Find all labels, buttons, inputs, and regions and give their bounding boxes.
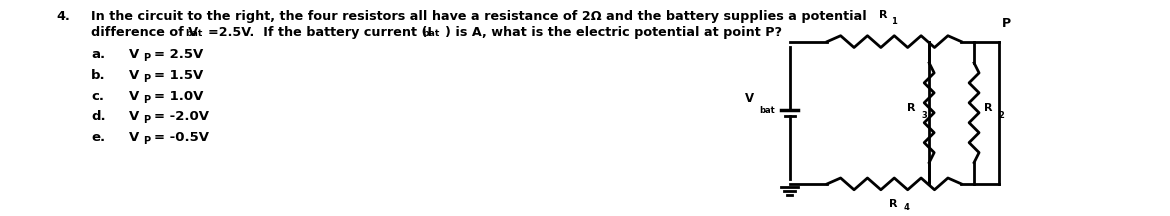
Text: V: V bbox=[129, 90, 139, 103]
Text: P: P bbox=[143, 136, 150, 146]
Text: a.: a. bbox=[91, 48, 105, 62]
Text: P: P bbox=[143, 95, 150, 105]
Text: V: V bbox=[129, 110, 139, 123]
Text: =2.5V.  If the battery current (I: =2.5V. If the battery current (I bbox=[208, 26, 432, 39]
Text: bat: bat bbox=[185, 29, 202, 38]
Text: d.: d. bbox=[91, 110, 105, 123]
Text: bat: bat bbox=[759, 106, 776, 115]
Text: V: V bbox=[129, 48, 139, 62]
Text: = -2.0V: = -2.0V bbox=[154, 110, 209, 123]
Text: P: P bbox=[143, 115, 150, 125]
Text: = 1.5V: = 1.5V bbox=[154, 69, 204, 82]
Text: P: P bbox=[1002, 17, 1011, 30]
Text: = -0.5V: = -0.5V bbox=[154, 131, 209, 144]
Text: = 1.0V: = 1.0V bbox=[154, 90, 204, 103]
Text: e.: e. bbox=[91, 131, 105, 144]
Text: P: P bbox=[143, 53, 150, 63]
Text: 4: 4 bbox=[903, 203, 909, 213]
Text: R: R bbox=[907, 103, 916, 113]
Text: 4.: 4. bbox=[56, 10, 70, 23]
Text: 2: 2 bbox=[998, 111, 1004, 120]
Text: = 2.5V: = 2.5V bbox=[154, 48, 204, 62]
Text: difference of V: difference of V bbox=[91, 26, 198, 39]
Text: V: V bbox=[744, 92, 753, 105]
Text: b.: b. bbox=[91, 69, 105, 82]
Text: P: P bbox=[143, 74, 150, 84]
Text: R: R bbox=[880, 10, 888, 20]
Text: ) is A, what is the electric potential at point P?: ) is A, what is the electric potential a… bbox=[446, 26, 783, 39]
Text: R: R bbox=[889, 199, 897, 209]
Text: 3: 3 bbox=[921, 111, 927, 120]
Text: V: V bbox=[129, 69, 139, 82]
Text: V: V bbox=[129, 131, 139, 144]
Text: bat: bat bbox=[422, 29, 440, 38]
Text: R: R bbox=[984, 103, 992, 113]
Text: 1: 1 bbox=[892, 17, 897, 26]
Text: c.: c. bbox=[91, 90, 104, 103]
Text: In the circuit to the right, the four resistors all have a resistance of 2Ω and : In the circuit to the right, the four re… bbox=[91, 10, 867, 23]
